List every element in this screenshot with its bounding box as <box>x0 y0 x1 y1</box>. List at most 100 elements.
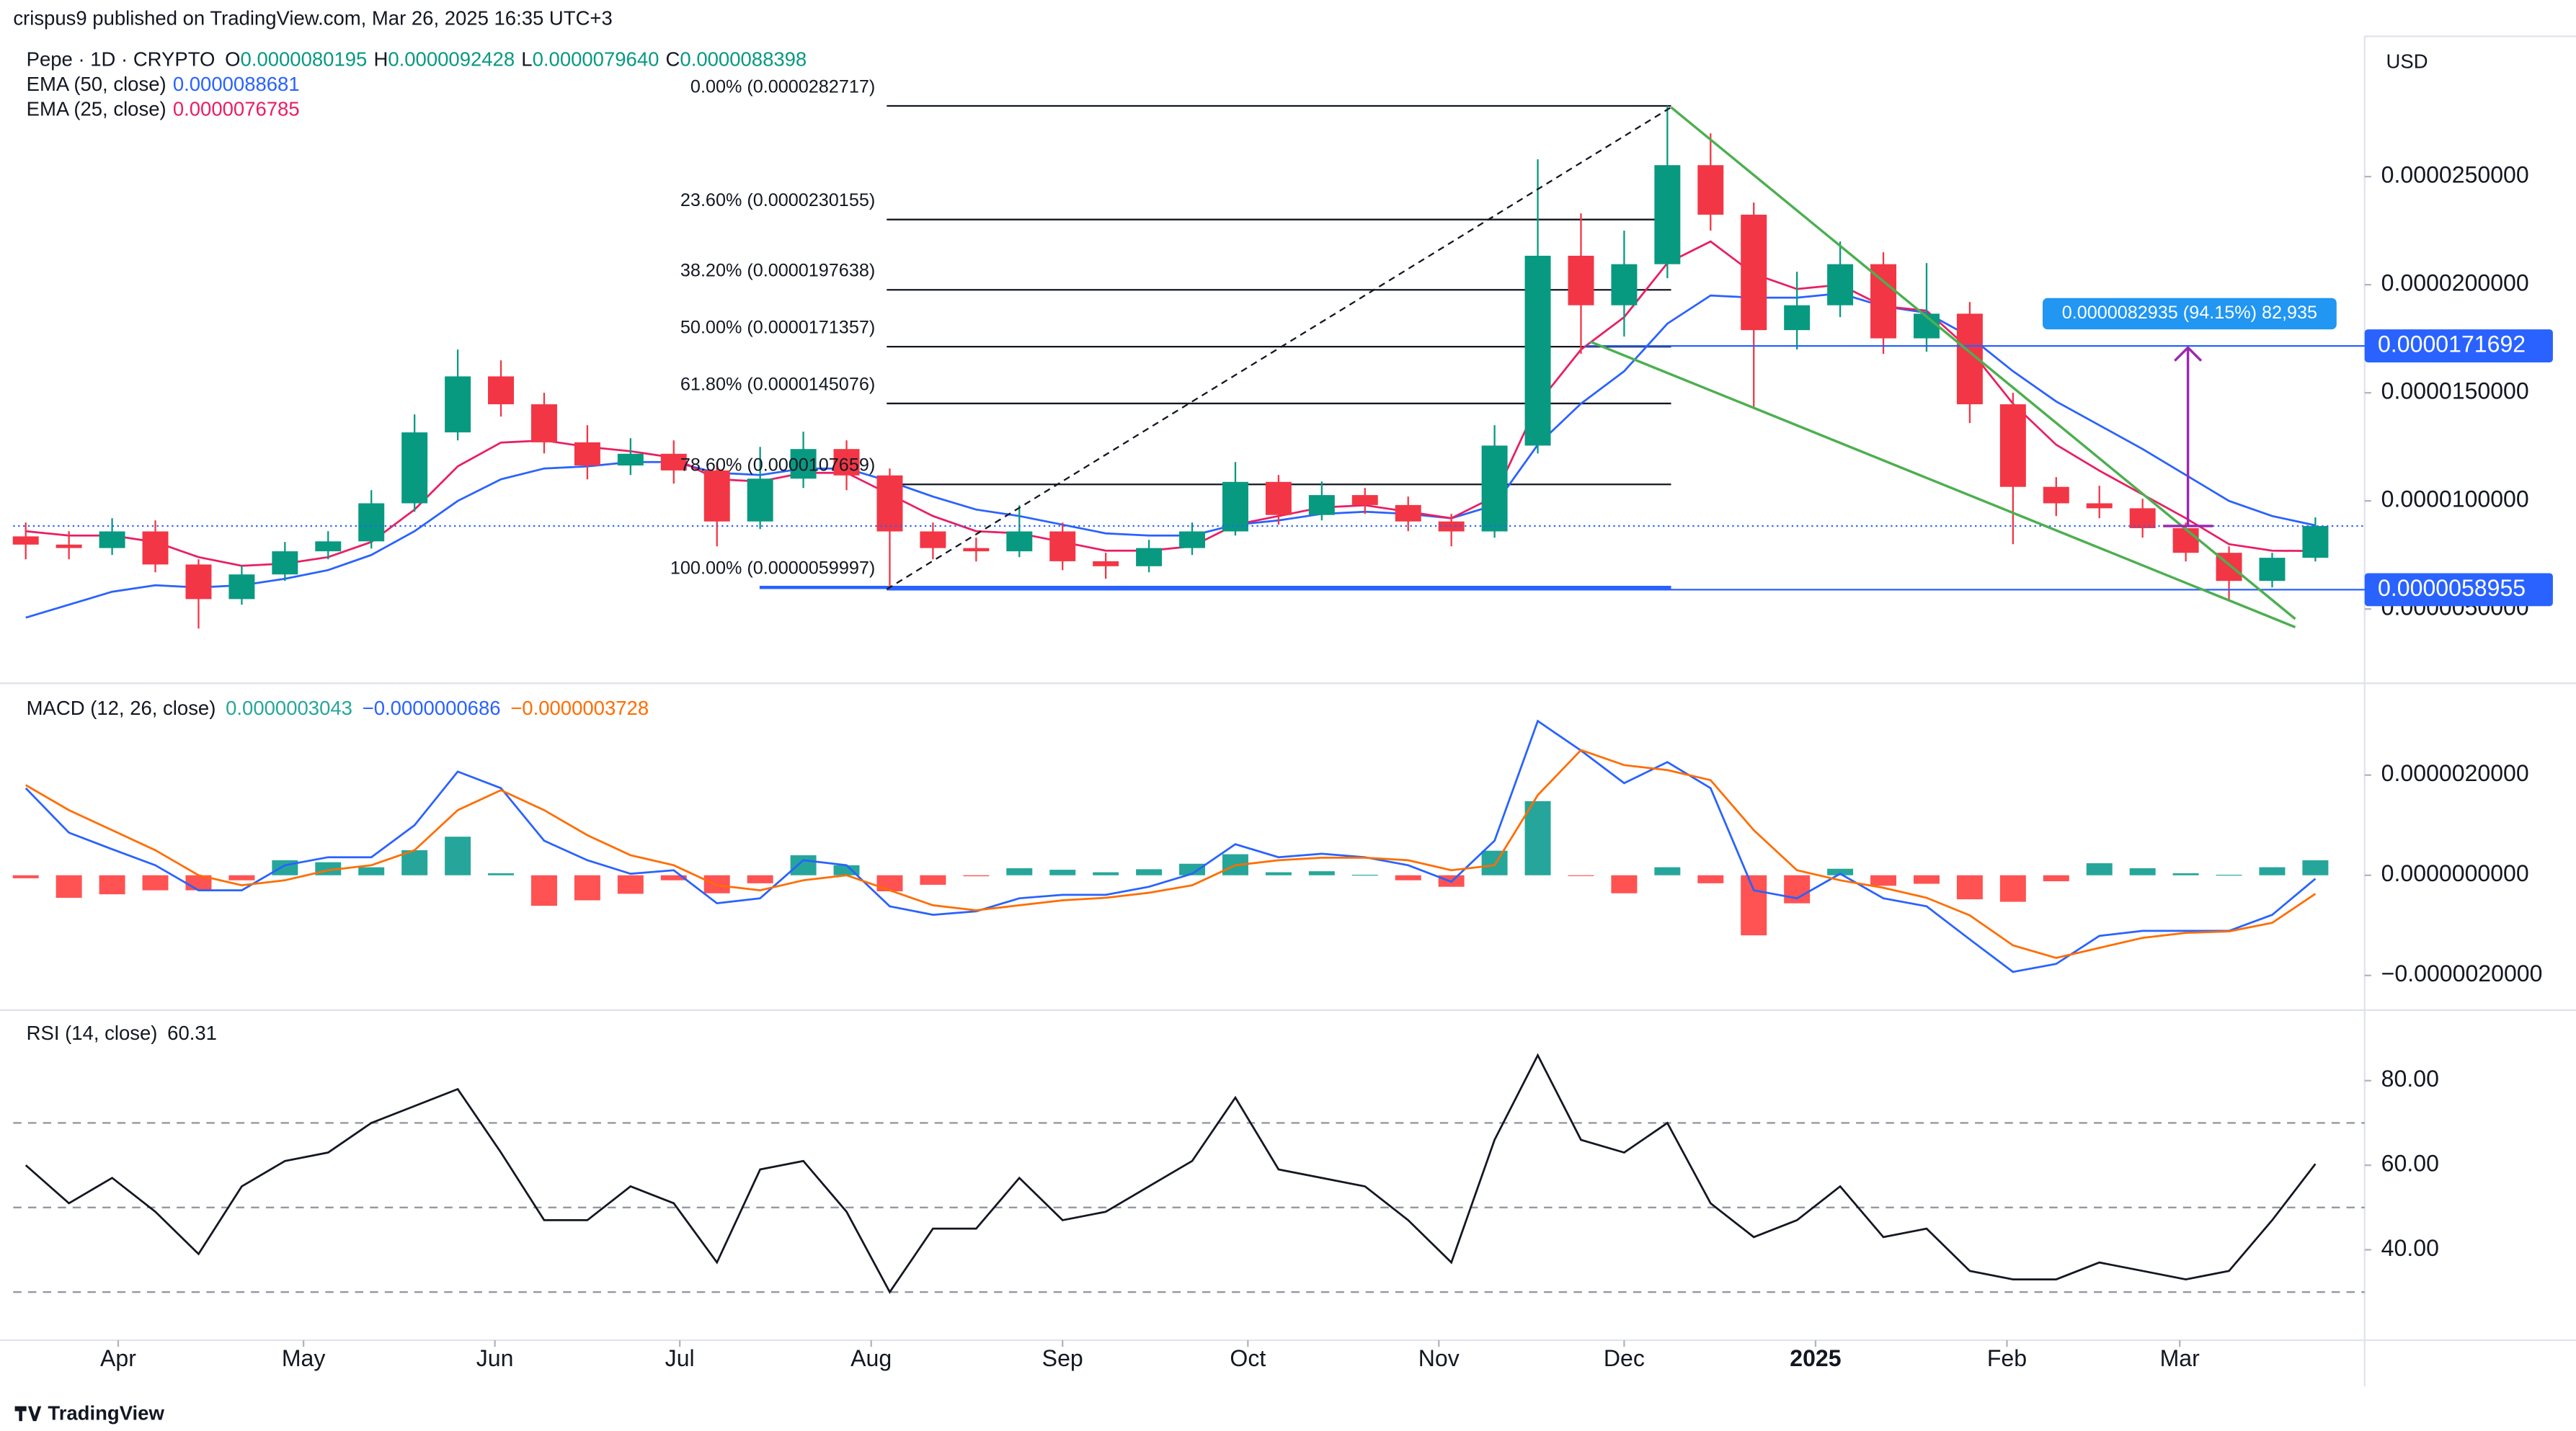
candle-body <box>272 551 298 575</box>
x-tick-label: Jul <box>665 1345 695 1371</box>
x-tick-label: Nov <box>1418 1345 1460 1371</box>
histogram-bar <box>1265 872 1292 875</box>
candle-body <box>876 475 903 532</box>
histogram-bar <box>963 875 990 877</box>
candle-body <box>2172 528 2199 553</box>
candle-body <box>99 531 125 548</box>
candle-body <box>185 564 212 599</box>
fib-trend-line <box>886 106 1672 590</box>
histogram-bar <box>1481 850 1508 875</box>
x-tick-label: Feb <box>1987 1345 2027 1371</box>
published: crispus9 published on TradingView.com, M… <box>13 7 612 30</box>
ohlc-value: 0.0000079640 <box>533 48 659 71</box>
histogram-bar <box>2043 875 2069 882</box>
histogram-bar <box>747 875 773 883</box>
macd-value: 0.0000003043 <box>226 697 352 719</box>
ohlc-value: 0.0000092428 <box>388 48 515 71</box>
logo-icon <box>14 1406 42 1422</box>
histogram-bar <box>1524 801 1551 875</box>
candle-body <box>617 453 644 465</box>
candle-body <box>2086 503 2113 509</box>
fib-label: 61.80% (0.0000145076) <box>680 374 875 394</box>
histogram-bar <box>2259 867 2286 875</box>
candle-body <box>1136 548 1163 566</box>
histogram-bar <box>1697 875 1724 883</box>
candle-body <box>358 503 385 542</box>
candle-body <box>1179 531 1206 548</box>
ema-name: EMA (50, close) <box>27 73 166 95</box>
candle-body <box>1308 495 1335 515</box>
measure-box <box>2042 298 2337 330</box>
fib-label: 78.60% (0.0000107659) <box>680 455 875 476</box>
ema50-legend: EMA (50, close) 0.0000088681 <box>27 73 300 95</box>
ema-value: 0.0000076785 <box>173 98 300 120</box>
candle-body <box>2302 526 2329 558</box>
candle-body <box>401 432 428 504</box>
brand: TradingView <box>48 1401 164 1424</box>
histogram-bar <box>1870 875 1897 886</box>
histogram-bar <box>1827 868 1854 875</box>
candle-body <box>1351 495 1378 505</box>
x-tick-label: Oct <box>1230 1345 1266 1371</box>
x-tick-label: Apr <box>100 1345 136 1371</box>
histogram-bar <box>358 867 385 875</box>
macd-line <box>25 719 2317 973</box>
candle-body <box>660 453 687 471</box>
fib-label: 50.00% (0.0000171357) <box>680 318 875 338</box>
ohlc-label: C <box>666 48 680 71</box>
y-tick-label: 0.0000250000 <box>2381 162 2529 188</box>
histogram-bar <box>1395 875 1421 881</box>
histogram-bar <box>660 875 687 881</box>
macd-value: −0.0000003728 <box>510 697 649 719</box>
y-tick-label: 0.0000100000 <box>2381 486 2529 512</box>
candle-body <box>1827 264 1854 306</box>
currency: USD <box>2386 50 2428 72</box>
candle-body <box>2043 486 2069 504</box>
x-tick-label: 2025 <box>1790 1345 1841 1371</box>
histogram-bar <box>401 850 428 875</box>
candle-body <box>142 531 169 565</box>
histogram-bar <box>1913 875 1940 884</box>
candle-body <box>228 574 255 599</box>
histogram-bar <box>1999 875 2026 902</box>
histogram-bar <box>99 875 125 895</box>
ohlc-value: 0.0000088398 <box>680 48 807 71</box>
signal-line <box>25 749 2317 959</box>
candle-body <box>1524 255 1551 446</box>
x-tick-label: May <box>282 1345 326 1371</box>
candle-body <box>315 541 342 552</box>
price-tag <box>2364 573 2553 607</box>
ema-name: EMA (25, close) <box>27 98 166 120</box>
candle-body <box>1697 165 1724 215</box>
y-tick-label: 40.00 <box>2381 1235 2439 1261</box>
candle-body <box>1093 561 1119 566</box>
candle-body <box>1222 481 1248 532</box>
candle-body <box>1784 305 1811 331</box>
candle-body <box>2259 558 2286 581</box>
y-tick-label: 60.00 <box>2381 1151 2439 1177</box>
rsi-line <box>25 1053 2317 1294</box>
symbol-legend: Pepe · 1D · CRYPTO O0.0000080195 H0.000009… <box>27 48 807 71</box>
ohlc-value: 0.0000080195 <box>241 48 368 71</box>
candle-body <box>1481 445 1508 532</box>
price-tag-label: 0.0000058955 <box>2378 575 2526 601</box>
ohlc-label: H <box>373 48 388 71</box>
histogram-bar <box>790 855 817 875</box>
histogram-bar <box>1136 869 1163 875</box>
wedge-lower <box>1589 340 2296 629</box>
ema-value: 0.0000088681 <box>173 73 300 95</box>
histogram-bar <box>55 875 82 898</box>
histogram-bar <box>2302 860 2329 875</box>
y-tick-label: 80.00 <box>2381 1066 2439 1092</box>
candle-body <box>574 442 600 465</box>
histogram-bar <box>2086 863 2113 875</box>
candle-body <box>1006 531 1033 552</box>
candle-body <box>1999 404 2026 487</box>
candle-body <box>1049 531 1076 561</box>
histogram-bar <box>1093 872 1119 875</box>
x-tick-label: Aug <box>850 1345 892 1371</box>
histogram-bar <box>1956 875 1983 900</box>
wedge-upper <box>1670 106 2296 620</box>
